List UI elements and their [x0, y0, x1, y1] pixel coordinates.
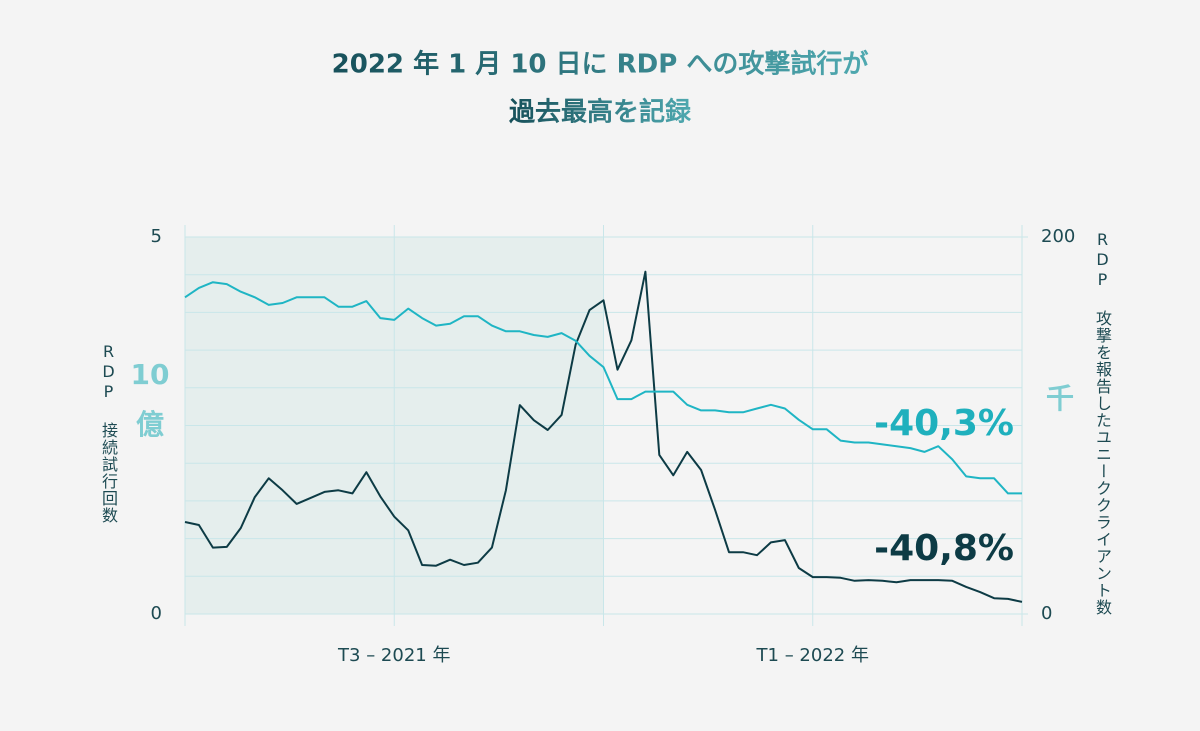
annotation: -40,3% — [874, 403, 1014, 444]
y2-tick-label: 0 — [1041, 603, 1052, 624]
y-tick-label: 5 — [151, 226, 162, 247]
y-tick-label: 0 — [151, 603, 162, 624]
y-unit: 億 — [136, 408, 164, 441]
chart-title: 過去最高を記録 — [509, 97, 692, 128]
x-tick-label: T3 – 2021 年 — [337, 645, 450, 666]
x-tick-label: T1 – 2022 年 — [756, 645, 869, 666]
chart-title: 2022 年 1 月 10 日に RDP への攻撃試行が — [332, 49, 869, 80]
y-axis-label: RDP 接続試行回数 — [99, 342, 118, 524]
data-line — [184, 270, 1023, 603]
annotation: -40,8% — [874, 528, 1014, 569]
y2-axis-label: RDP 攻撃を報告したユニーククライアント数 — [1093, 230, 1112, 616]
y2-tick-label: 200 — [1041, 226, 1075, 247]
y-unit: 10 — [131, 358, 170, 391]
data-line — [184, 281, 1022, 495]
y2-unit: 千 — [1046, 382, 1074, 415]
